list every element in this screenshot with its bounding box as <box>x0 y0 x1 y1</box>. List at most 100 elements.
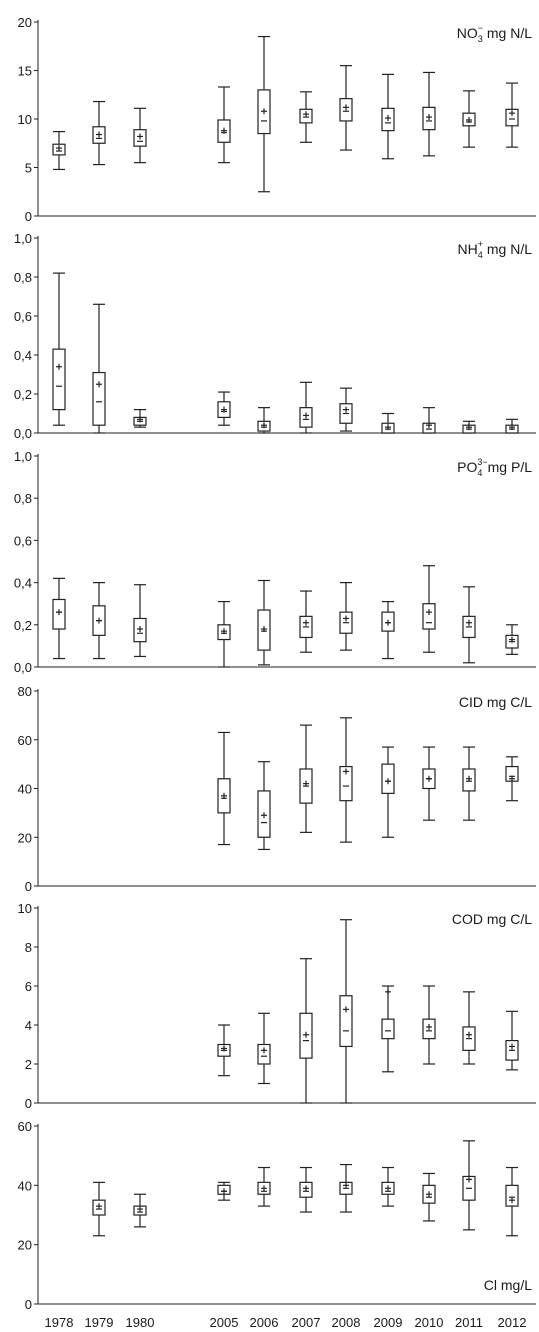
box-2010 <box>422 71 436 157</box>
x-tick-label: 1979 <box>85 1315 114 1330</box>
y-tick-label: 0 <box>25 1297 32 1312</box>
box-2008 <box>339 387 353 432</box>
box-2008 <box>339 1163 353 1213</box>
y-tick-label: 0,2 <box>14 618 32 633</box>
y-tick-label: 0 <box>25 879 32 894</box>
box-2008 <box>339 65 353 151</box>
box-1980 <box>133 584 147 658</box>
y-tick-label: 0,2 <box>14 387 32 402</box>
iqr-box <box>505 1184 519 1207</box>
y-tick-label: 0,6 <box>14 309 32 324</box>
box-2006 <box>257 1012 271 1085</box>
x-tick-label: 2007 <box>292 1315 321 1330</box>
panel-3: 0,0 0,2 0,4 0,6 0,8 1,0 PO43−mg P/L <box>14 449 536 675</box>
y-tick-label: 20 <box>18 1238 32 1253</box>
box-2009 <box>381 600 395 660</box>
box-2007 <box>299 724 313 833</box>
x-tick-label: 2012 <box>498 1315 527 1330</box>
box-2009 <box>381 746 395 838</box>
y-tick-label: 0 <box>25 209 32 224</box>
box-2007 <box>299 590 313 653</box>
panel-5: 0 2 4 6 8 10 COD mg C/L <box>18 901 536 1111</box>
y-tick-label: 15 <box>18 64 32 79</box>
y-tick-label: 10 <box>18 901 32 916</box>
y-tick-label: 40 <box>18 1178 32 1193</box>
box-2011 <box>462 586 476 664</box>
box-2007 <box>299 381 313 434</box>
iqr-box <box>257 1043 271 1065</box>
box-1979 <box>92 581 106 660</box>
box-1978 <box>52 131 66 171</box>
panel-1: 0 5 10 15 20 NO3− mg N/L <box>18 15 536 224</box>
x-tick-label: 2008 <box>332 1315 361 1330</box>
y-tick-label: 0,0 <box>14 660 32 675</box>
box-2012 <box>505 1166 519 1237</box>
x-tick-label: 1978 <box>45 1315 74 1330</box>
panel-title: Cl mg/L <box>484 1277 532 1293</box>
box-2006 <box>257 35 271 193</box>
box-2008 <box>339 581 353 651</box>
y-tick-label: 8 <box>25 940 32 955</box>
box-2009 <box>381 985 395 1073</box>
y-tick-label: 0,4 <box>14 576 32 591</box>
iqr-box <box>381 1018 395 1040</box>
box-2010 <box>422 565 436 653</box>
x-tick-label: 2009 <box>374 1315 403 1330</box>
y-tick-label: 0,6 <box>14 533 32 548</box>
y-tick-label: 0,4 <box>14 348 32 363</box>
box-2005 <box>217 600 231 668</box>
y-tick-label: 2 <box>25 1057 32 1072</box>
x-tick-label: 2011 <box>455 1315 483 1330</box>
panel-title: PO43−mg P/L <box>457 457 532 478</box>
box-1979 <box>92 303 106 434</box>
box-2008 <box>339 717 353 843</box>
box-2009 <box>381 1166 395 1207</box>
box-2011 <box>462 90 476 148</box>
box-2012 <box>505 756 519 802</box>
box-2012 <box>505 418 519 434</box>
box-2005 <box>217 731 231 846</box>
box-2006 <box>257 579 271 666</box>
box-1980 <box>133 1193 147 1228</box>
box-2011 <box>462 1140 476 1231</box>
box-1980 <box>133 409 147 428</box>
box-2010 <box>422 1172 436 1222</box>
y-tick-label: 5 <box>25 161 32 176</box>
box-2005 <box>217 391 231 426</box>
box-2007 <box>299 91 313 143</box>
box-2010 <box>422 746 436 821</box>
box-1979 <box>92 1181 106 1237</box>
iqr-box <box>339 995 353 1048</box>
y-tick-label: 60 <box>18 1119 32 1134</box>
box-2005 <box>217 1024 231 1077</box>
box-2012 <box>505 1010 519 1071</box>
y-tick-label: 0,8 <box>14 491 32 506</box>
y-tick-label: 0,8 <box>14 270 32 285</box>
box-2012 <box>505 624 519 655</box>
y-tick-label: 10 <box>18 112 32 127</box>
box-2009 <box>381 412 395 434</box>
iqr-box <box>339 765 353 802</box>
y-tick-label: 20 <box>18 830 32 845</box>
x-tick-label: 2006 <box>250 1315 279 1330</box>
box-2011 <box>462 420 476 434</box>
box-1978 <box>52 272 66 426</box>
iqr-box <box>92 371 106 426</box>
panel-title: COD mg C/L <box>452 911 532 927</box>
box-2007 <box>299 958 313 1104</box>
panel-6: 0 20 40 60 Cl mg/L <box>18 1119 536 1312</box>
box-2009 <box>381 73 395 160</box>
box-2006 <box>257 1166 271 1207</box>
box-2007 <box>299 1166 313 1213</box>
x-tick-label: 2010 <box>415 1315 444 1330</box>
y-tick-label: 80 <box>18 684 32 699</box>
y-tick-label: 40 <box>18 782 32 797</box>
box-2008 <box>339 919 353 1104</box>
box-1980 <box>133 107 147 164</box>
y-tick-label: 20 <box>18 15 32 30</box>
y-tick-label: 6 <box>25 979 32 994</box>
y-tick-label: 60 <box>18 733 32 748</box>
panel-4: 0 20 40 60 80 CID mg C/L <box>18 684 536 894</box>
y-tick-label: 0 <box>25 1096 32 1111</box>
